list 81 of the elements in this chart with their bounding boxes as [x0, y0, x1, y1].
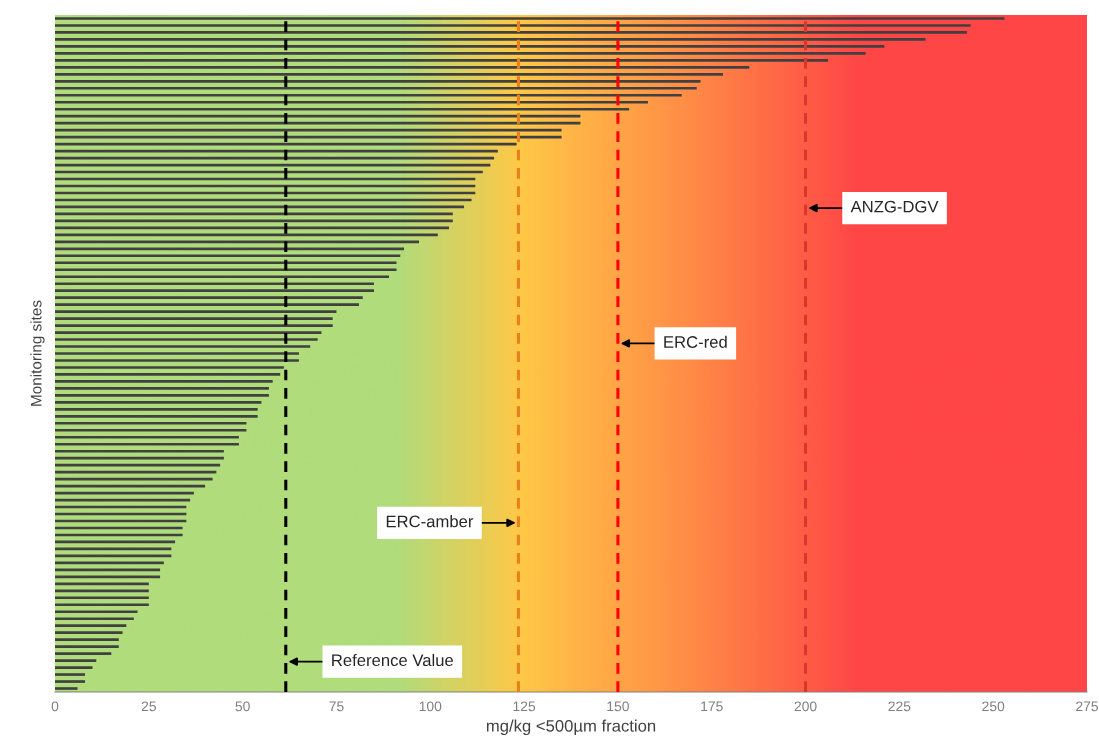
- bar: [55, 408, 258, 411]
- bar: [55, 449, 224, 453]
- bar: [55, 303, 359, 306]
- bar: [55, 617, 134, 621]
- bar: [55, 456, 224, 460]
- x-tick-label: 150: [607, 701, 629, 712]
- bar: [55, 428, 247, 432]
- x-tick-label: 0: [51, 701, 59, 712]
- bar: [55, 680, 86, 683]
- ref-line-label: Reference Value: [332, 653, 454, 667]
- bar: [55, 338, 318, 341]
- ref-line-label: ERC-amber: [386, 515, 474, 528]
- bar: [55, 359, 299, 362]
- bar: [55, 366, 284, 369]
- bar: [55, 268, 397, 272]
- bar: [55, 387, 269, 390]
- bar: [55, 673, 86, 676]
- bar: [55, 414, 258, 418]
- bar: [55, 17, 1005, 20]
- bar: [55, 687, 78, 690]
- bar: [55, 310, 337, 313]
- x-tick-label: 75: [329, 701, 344, 712]
- bar: [55, 282, 374, 286]
- bar: [55, 289, 374, 293]
- bar: [55, 394, 269, 397]
- bar: [55, 52, 866, 55]
- bar: [55, 659, 97, 662]
- bar: [55, 610, 138, 614]
- bar: [55, 121, 581, 125]
- bar: [55, 380, 273, 383]
- bar: [55, 86, 697, 90]
- bar: [55, 421, 247, 425]
- bar: [55, 24, 971, 27]
- bar: [55, 107, 630, 111]
- ref-line-label: ERC-red: [664, 335, 727, 348]
- x-tick-label: 225: [888, 701, 911, 712]
- x-tick-label: 250: [982, 701, 1005, 712]
- bar: [55, 666, 93, 669]
- bar: [55, 645, 119, 648]
- bar: [55, 324, 333, 327]
- bar: [55, 401, 262, 404]
- bar: [55, 624, 127, 628]
- x-tick-label: 175: [701, 701, 723, 712]
- bar: [55, 38, 926, 41]
- bar: [55, 442, 239, 446]
- bar: [55, 317, 333, 320]
- bar: [55, 345, 311, 348]
- bar: [55, 66, 750, 69]
- bar: [55, 589, 149, 593]
- bar: [55, 352, 299, 355]
- bar: [55, 603, 149, 607]
- x-tick-label: 200: [794, 701, 817, 712]
- bar: [55, 114, 581, 118]
- bar: [55, 582, 149, 586]
- x-axis-title: mg/kg <500µm fraction: [486, 719, 656, 736]
- ref-line-label: ANZG-DGV: [850, 200, 939, 213]
- bar: [55, 296, 363, 299]
- bar: [55, 435, 239, 439]
- bar: [55, 45, 885, 48]
- bar: [55, 631, 123, 634]
- x-tick-label: 25: [141, 701, 156, 712]
- bar: [55, 331, 322, 334]
- bar: [55, 93, 682, 97]
- bar: [55, 638, 119, 641]
- bar: [55, 261, 397, 265]
- bar: [55, 254, 401, 258]
- bar: [55, 652, 112, 655]
- x-tick-label: 100: [419, 701, 442, 712]
- x-tick-label: 50: [235, 701, 250, 712]
- bar: [55, 275, 389, 279]
- bar: [55, 79, 701, 83]
- bar: [55, 596, 149, 600]
- bar: [55, 247, 404, 251]
- bar: [55, 73, 723, 76]
- x-tick-label: 275: [1076, 701, 1099, 712]
- y-axis-title: Monitoring sites: [30, 300, 45, 406]
- bar: [55, 59, 829, 62]
- bar: [55, 100, 648, 104]
- bar: [55, 31, 967, 34]
- bar: [55, 373, 281, 376]
- x-tick-label: 125: [513, 701, 536, 712]
